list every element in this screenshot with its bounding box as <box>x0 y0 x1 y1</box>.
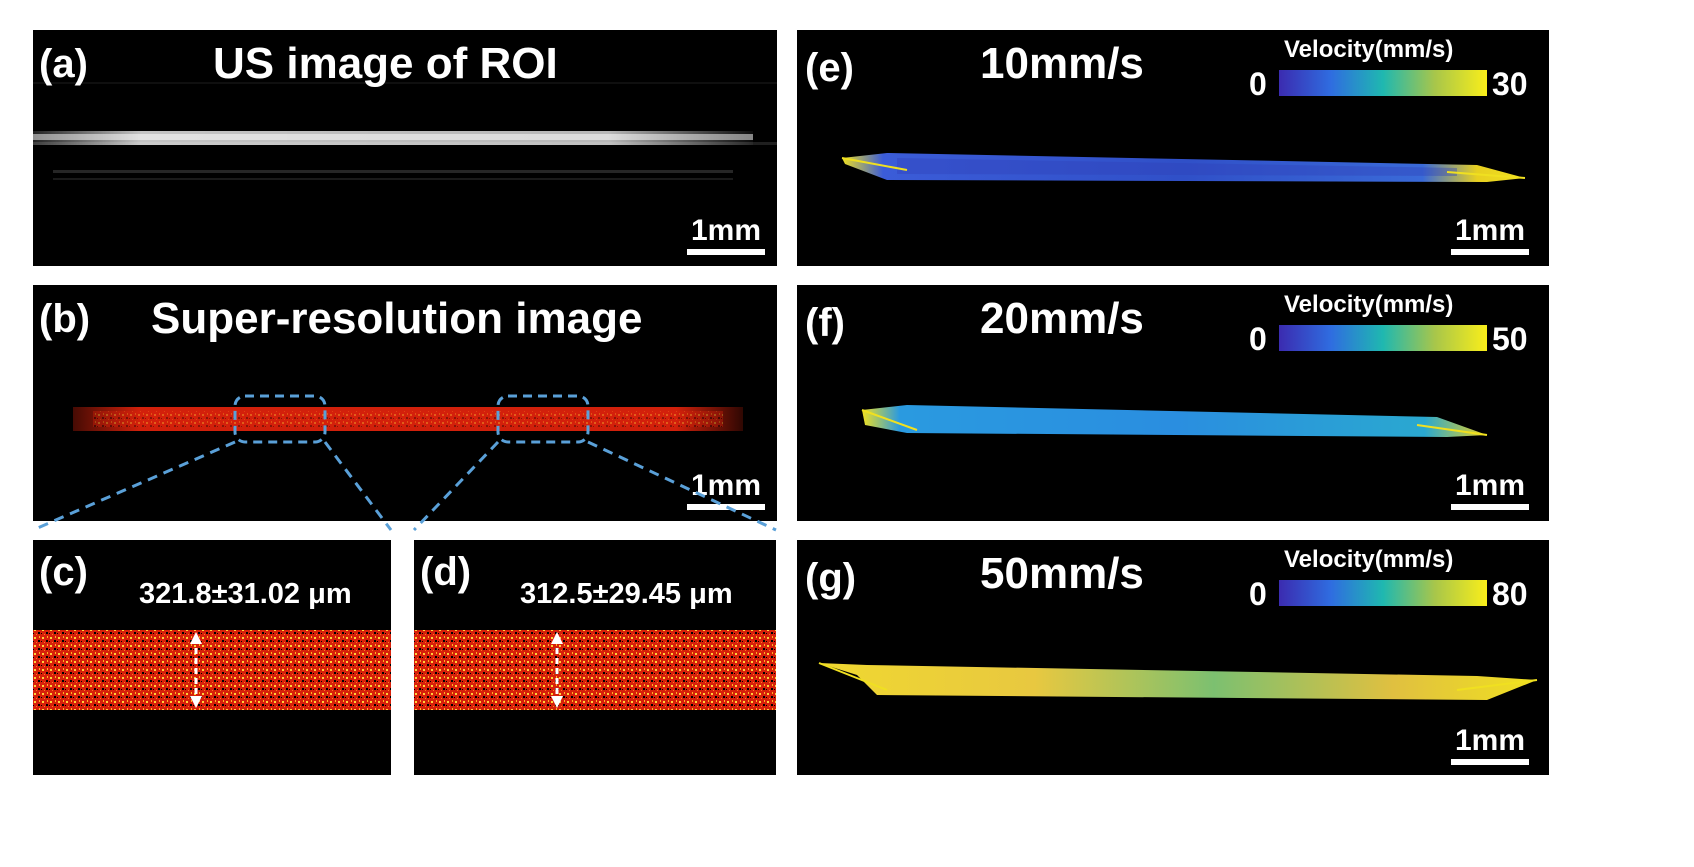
scale-bar-b-label: 1mm <box>690 469 762 502</box>
colorbar-f-title: Velocity(mm/s) <box>1284 291 1454 318</box>
colorbar-e-title: Velocity(mm/s) <box>1284 36 1454 63</box>
panel-e-title: 10mm/s <box>980 39 1144 88</box>
zoomed-vessel-c <box>33 630 391 710</box>
panel-b-title: Super-resolution image <box>151 294 643 343</box>
panel-d-label: (d) <box>420 550 472 594</box>
panel-f: (f) 20mm/s Velocity(mm/s) 0 50 1mm <box>797 285 1549 521</box>
colorbar-g-title: Velocity(mm/s) <box>1284 546 1454 573</box>
panel-e: (e) 10mm/s Velocity(mm/s) 0 30 1mm <box>797 30 1549 266</box>
zoom-box-right <box>496 394 590 444</box>
panel-g: (g) 50mm/s Velocity(mm/s) 0 80 1mm <box>797 540 1549 775</box>
panel-g-title: 50mm/s <box>980 549 1144 598</box>
scale-bar-g-line <box>1451 759 1529 765</box>
scale-bar-g: 1mm <box>1451 726 1529 765</box>
panel-d: (d) 312.5±29.45 μm <box>414 540 776 775</box>
scale-bar-f-label: 1mm <box>1454 469 1526 502</box>
panel-b: (b) Super-resolution image 1mm <box>33 285 777 521</box>
scale-bar-a-line <box>687 249 765 255</box>
panel-a-title: US image of ROI <box>213 39 558 88</box>
panel-f-label: (f) <box>805 301 845 345</box>
colorbar-g <box>1279 580 1487 606</box>
zoomed-vessel-d <box>414 630 776 710</box>
scale-bar-b-line <box>687 504 765 510</box>
diameter-measurement-d: 312.5±29.45 μm <box>520 578 733 610</box>
scale-bar-e-label: 1mm <box>1454 214 1526 247</box>
panel-c-label: (c) <box>39 550 88 594</box>
panel-b-label: (b) <box>39 297 91 341</box>
diameter-measurement-c: 321.8±31.02 μm <box>139 578 352 610</box>
colorbar-f-max: 50 <box>1492 321 1528 357</box>
panel-c: (c) 321.8±31.02 μm <box>33 540 391 775</box>
colorbar-g-max: 80 <box>1492 576 1528 612</box>
scale-bar-e: 1mm <box>1451 216 1529 255</box>
panel-a: (a) US image of ROI 1mm <box>33 30 777 266</box>
ultrasound-image <box>33 82 777 180</box>
scale-bar-f: 1mm <box>1451 471 1529 510</box>
zoom-box-left <box>233 394 327 444</box>
colorbar-e-max: 30 <box>1492 66 1528 102</box>
colorbar-e-min: 0 <box>1249 66 1267 102</box>
velocity-map-10 <box>841 153 1526 182</box>
colorbar-g-min: 0 <box>1249 576 1267 612</box>
scale-bar-e-line <box>1451 249 1529 255</box>
panel-f-title: 20mm/s <box>980 294 1144 343</box>
panel-e-label: (e) <box>805 46 854 90</box>
panel-g-label: (g) <box>805 556 857 600</box>
super-resolution-vessel <box>73 394 743 444</box>
colorbar-f <box>1279 325 1487 351</box>
scale-bar-a: 1mm <box>687 216 765 255</box>
scale-bar-f-line <box>1451 504 1529 510</box>
colorbar-f-min: 0 <box>1249 321 1267 357</box>
panel-a-label: (a) <box>39 42 88 86</box>
scale-bar-a-label: 1mm <box>690 214 762 247</box>
colorbar-e <box>1279 70 1487 96</box>
scale-bar-b: 1mm <box>687 471 765 510</box>
velocity-map-20 <box>861 405 1488 437</box>
scale-bar-g-label: 1mm <box>1454 724 1526 757</box>
velocity-map-50 <box>818 662 1538 700</box>
